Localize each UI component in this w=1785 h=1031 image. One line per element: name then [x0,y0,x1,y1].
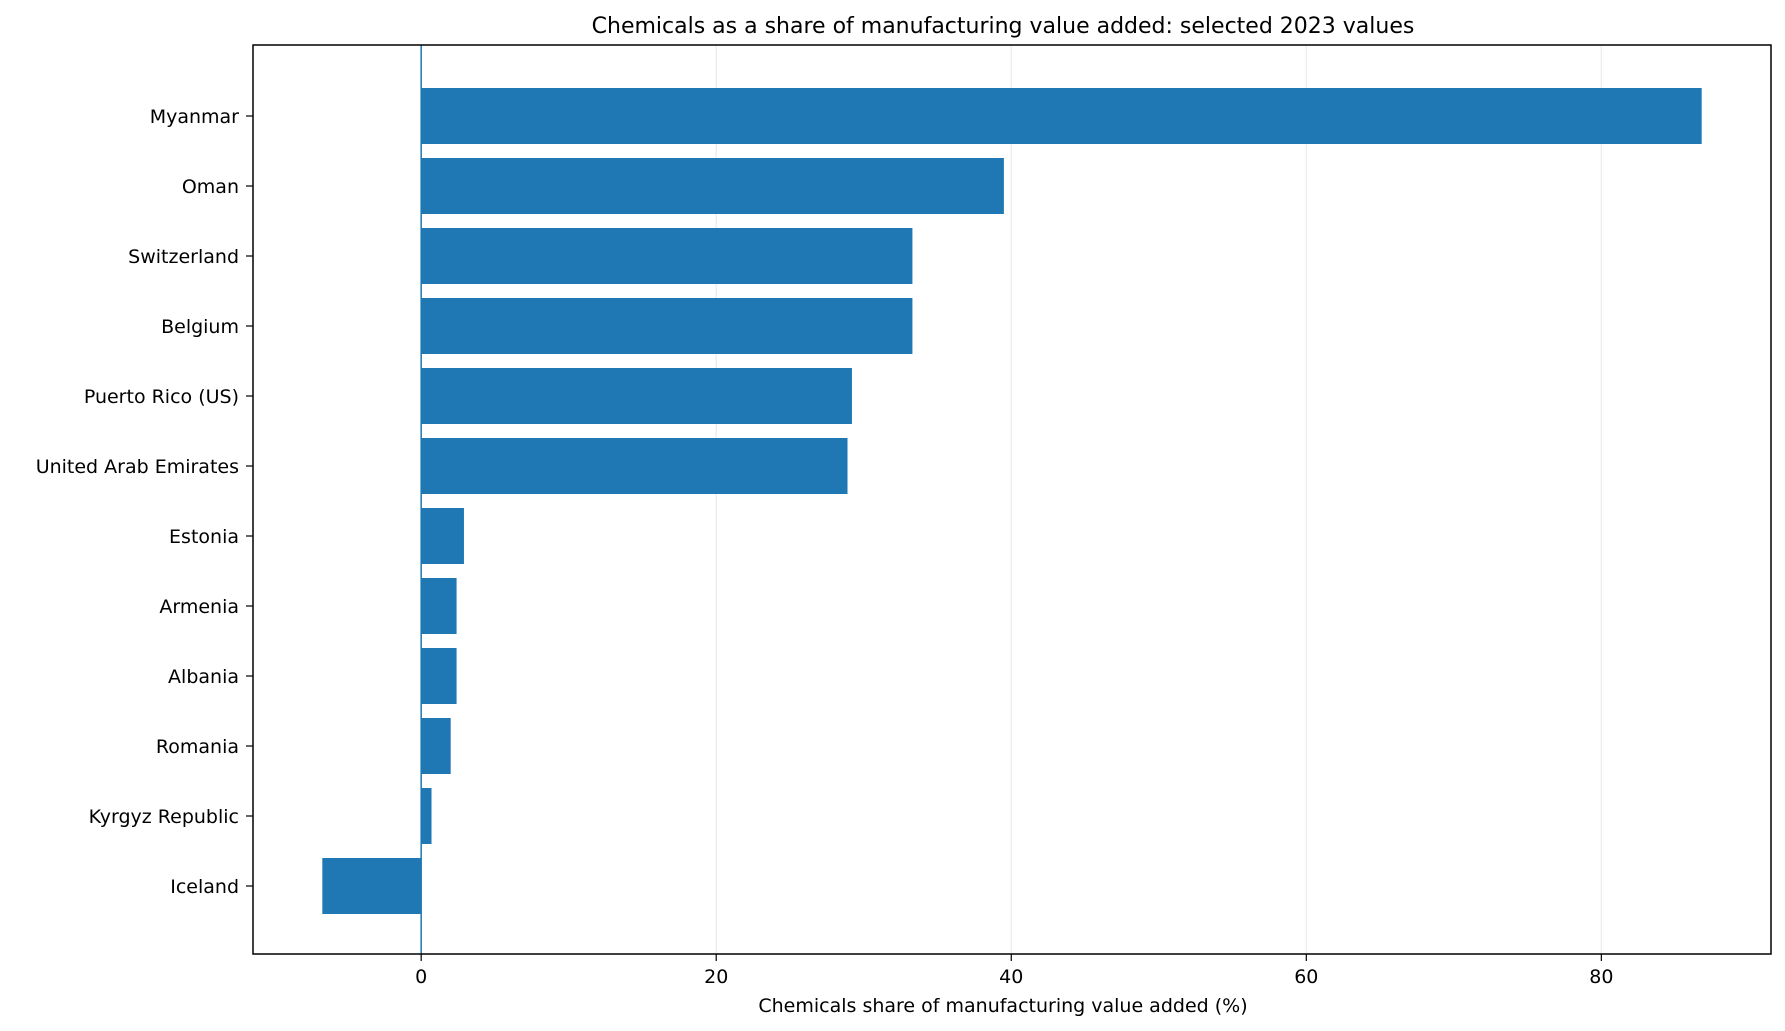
bar [421,648,457,704]
bar [421,298,913,354]
y-tick-label: Kyrgyz Republic [89,806,239,828]
bar [421,508,464,564]
bar [421,788,432,844]
x-tick-label: 40 [999,966,1023,988]
x-tick-label: 80 [1589,966,1613,988]
plot-frame [252,44,1772,955]
y-tick-label: Myanmar [150,106,239,128]
bar [421,718,451,774]
chart-title: Chemicals as a share of manufacturing va… [592,14,1415,39]
bar [421,158,1004,214]
bar [421,438,848,494]
x-axis-ticks: 0 20 40 60 80 [415,954,1613,988]
y-tick-label: Switzerland [128,246,239,268]
bar [322,858,422,914]
y-tick-label: Oman [182,176,239,198]
y-tick-label: Puerto Rico (US) [84,386,239,408]
y-tick-label: Belgium [161,316,239,338]
y-axis-ticks: Myanmar Oman Switzerland Belgium Puerto Rico… [36,106,253,898]
bar [421,88,1702,144]
y-tick-label: Armenia [159,596,239,618]
bars [322,88,1702,914]
x-tick-label: 60 [1294,966,1318,988]
x-tick-label: 20 [704,966,728,988]
y-tick-label: United Arab Emirates [36,456,239,478]
y-tick-label: Albania [168,666,239,688]
bar [421,578,457,634]
y-tick-label: Iceland [170,876,239,898]
y-tick-label: Romania [156,736,239,758]
y-tick-label: Estonia [169,526,239,548]
x-axis-label: Chemicals share of manufacturing value a… [758,995,1247,1017]
bar [421,228,913,284]
x-tick-label: 0 [415,966,427,988]
bar [421,368,852,424]
